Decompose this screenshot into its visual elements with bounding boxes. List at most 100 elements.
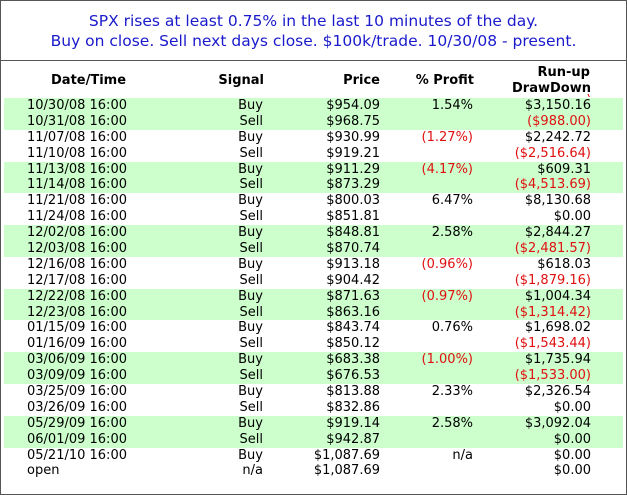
cell-profit: 0.76% [431, 320, 473, 336]
cell-runup-drawdown: $1,004.34 [524, 288, 591, 304]
cell-runup-drawdown: ($988.00) [527, 113, 591, 129]
cell-runup-drawdown: $3,150.16 [524, 98, 591, 113]
cell-date: 12/02/08 16:00 [27, 225, 127, 241]
cell-runup-drawdown: $1,735.94 [524, 352, 591, 368]
cell-signal: Sell [239, 177, 263, 193]
cell-date: 11/14/08 16:00 [27, 177, 127, 193]
cell-signal: Sell [239, 145, 263, 161]
cell-date: 10/31/08 16:00 [27, 113, 127, 129]
cell-date: 10/30/08 16:00 [27, 98, 127, 113]
cell-signal: Sell [239, 399, 263, 415]
cell-date: 03/09/09 16:00 [27, 368, 127, 384]
cell-price: $873.29 [326, 177, 380, 193]
table-row: 11/14/08 16:00 Sell $873.29 ($4,513.69) [1, 177, 626, 194]
table-row: 11/13/08 16:00 Buy $911.29 (4.17%) $609.31 [1, 161, 626, 178]
cell-signal: Sell [239, 336, 263, 352]
cell-price: $942.87 [326, 431, 380, 447]
cell-date: 11/10/08 16:00 [27, 145, 127, 161]
table-row: 11/24/08 16:00 Sell $851.81 $0.00 [1, 209, 626, 225]
cell-price: $911.29 [326, 161, 380, 177]
cell-date: 12/17/08 16:00 [27, 272, 127, 288]
cell-profit: 2.58% [431, 415, 473, 431]
cell-date: 12/03/08 16:00 [27, 241, 127, 257]
cell-date: 11/07/08 16:00 [27, 129, 127, 145]
cell-date: 03/25/09 16:00 [27, 384, 127, 400]
cell-price: $968.75 [326, 113, 380, 129]
header-runup: Run-up [537, 65, 590, 80]
table-row: 06/01/09 16:00 Sell $942.87 $0.00 [1, 431, 626, 448]
header-price: Price [343, 73, 380, 88]
cell-signal: n/a [242, 463, 263, 479]
cell-signal: Buy [238, 320, 263, 336]
cell-price: $954.09 [326, 98, 380, 113]
cell-signal: Buy [238, 256, 263, 272]
cell-runup-drawdown: $0.00 [553, 463, 591, 479]
cell-signal: Buy [238, 288, 263, 304]
cell-date: 12/16/08 16:00 [27, 256, 127, 272]
cell-runup-drawdown: $0.00 [553, 209, 591, 225]
cell-price: $913.18 [326, 256, 380, 272]
cell-date: 01/16/09 16:00 [27, 336, 127, 352]
cell-signal: Sell [239, 431, 263, 447]
cell-runup-drawdown: $1,698.02 [524, 320, 591, 336]
cell-price: $904.42 [326, 272, 380, 288]
cell-price: $848.81 [326, 225, 380, 241]
table-row: 03/26/09 16:00 Sell $832.86 $0.00 [1, 400, 626, 416]
header-profit: % Profit [415, 73, 474, 88]
cell-signal: Buy [238, 98, 263, 113]
table-row: 01/16/09 16:00 Sell $850.12 ($1,543.44) [1, 336, 626, 352]
cell-runup-drawdown: ($4,513.69) [514, 177, 591, 193]
cell-profit: 2.58% [431, 225, 473, 241]
table-row: 12/23/08 16:00 Sell $863.16 ($1,314.42) [1, 304, 626, 321]
cell-date: 03/06/09 16:00 [27, 352, 127, 368]
cell-runup-drawdown: ($1,314.42) [514, 304, 591, 320]
cell-price: $843.74 [326, 320, 380, 336]
cell-runup-drawdown: ($1,533.00) [514, 368, 591, 384]
cell-runup-drawdown: $609.31 [537, 161, 591, 177]
table-row: 01/15/09 16:00 Buy $843.74 0.76% $1,698.02 [1, 320, 626, 336]
cell-signal: Buy [238, 352, 263, 368]
table-row: 12/17/08 16:00 Sell $904.42 ($1,879.16) [1, 273, 626, 289]
table-row: 12/02/08 16:00 Buy $848.81 2.58% $2,844.27 [1, 225, 626, 241]
cell-price: $1,087.69 [313, 447, 380, 463]
cell-price: $870.74 [326, 241, 380, 257]
cell-runup-drawdown: $2,242.72 [524, 129, 591, 145]
cell-profit: 2.33% [431, 384, 473, 400]
table-row: 11/07/08 16:00 Buy $930.99 (1.27%) $2,242.72 [1, 130, 626, 146]
cell-signal: Buy [238, 384, 263, 400]
cell-runup-drawdown: $2,326.54 [524, 384, 591, 400]
cell-signal: Buy [238, 161, 263, 177]
cell-price: $683.38 [326, 352, 380, 368]
table-row: 11/10/08 16:00 Sell $919.21 ($2,516.64) [1, 146, 626, 162]
cell-price: $851.81 [326, 209, 380, 225]
table-row: 10/30/08 16:00 Buy $954.09 1.54% $3,150.16 [1, 98, 626, 114]
table-row: 05/29/09 16:00 Buy $919.14 2.58% $3,092.04 [1, 415, 626, 432]
cell-runup-drawdown: $2,844.27 [524, 225, 591, 241]
table-row: 05/21/10 16:00 Buy $1,087.69 n/a $0.00 [1, 448, 626, 464]
cell-signal: Buy [238, 225, 263, 241]
cell-signal: Sell [239, 113, 263, 129]
cell-signal: Buy [238, 447, 263, 463]
table-row: 11/21/08 16:00 Buy $800.03 6.47% $8,130.68 [1, 193, 626, 209]
trade-table: 10/30/08 16:00 Buy $954.09 1.54% $3,150.16 10… [1, 98, 626, 479]
cell-signal: Buy [238, 415, 263, 431]
strategy-banner: SPX rises at least 0.75% in the last 10 … [1, 1, 626, 61]
cell-date: 03/26/09 16:00 [27, 399, 127, 415]
cell-runup-drawdown: ($1,879.16) [514, 272, 591, 288]
table-row: 10/31/08 16:00 Sell $968.75 ($988.00) [1, 113, 626, 130]
table-row: open n/a $1,087.69 $0.00 [1, 463, 626, 479]
cell-profit: (1.27%) [421, 129, 473, 145]
cell-profit: 6.47% [431, 193, 473, 209]
header-drawdown: DrawDown [512, 81, 591, 96]
table-row: 03/09/09 16:00 Sell $676.53 ($1,533.00) [1, 368, 626, 384]
cell-price: $800.03 [326, 193, 380, 209]
cell-signal: Sell [239, 272, 263, 288]
cell-price: $832.86 [326, 399, 380, 415]
cell-runup-drawdown: $618.03 [537, 256, 591, 272]
table-row: 12/03/08 16:00 Sell $870.74 ($2,481.57) [1, 241, 626, 257]
cell-date: 05/29/09 16:00 [27, 415, 127, 431]
cell-signal: Sell [239, 241, 263, 257]
cell-runup-drawdown: ($1,543.44) [514, 336, 591, 352]
cell-date: 06/01/09 16:00 [27, 431, 127, 447]
cell-price: $919.21 [326, 145, 380, 161]
